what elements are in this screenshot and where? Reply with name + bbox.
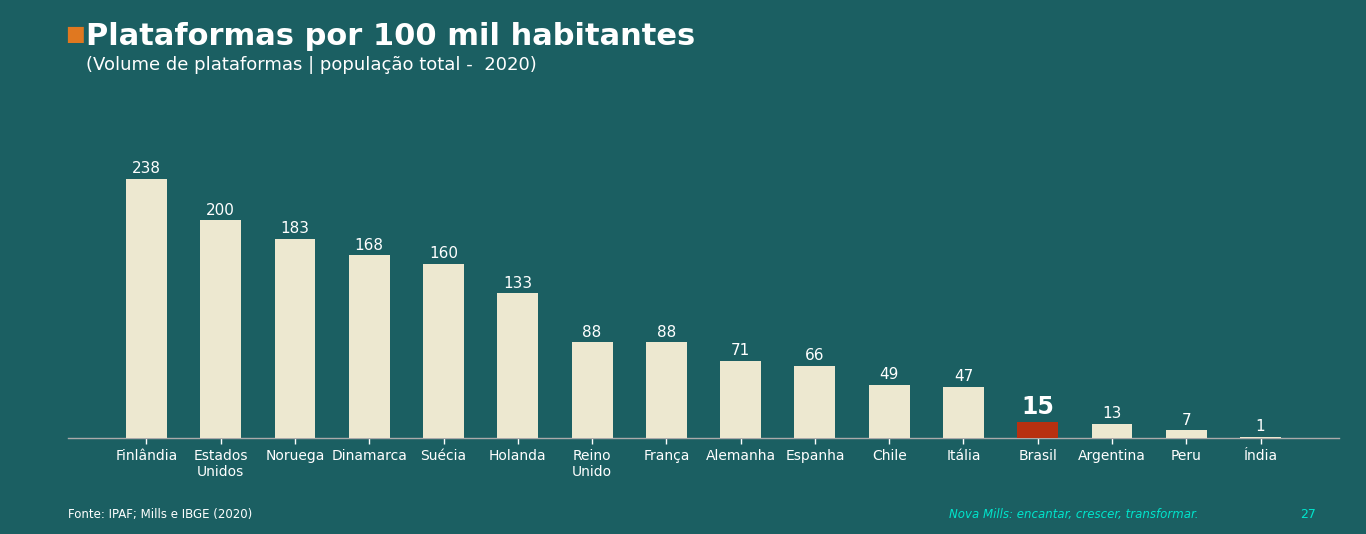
Text: 88: 88 (582, 325, 601, 340)
Bar (348, 255, 389, 438)
Bar (943, 387, 984, 438)
Bar (571, 342, 612, 438)
Text: 160: 160 (429, 246, 458, 261)
Text: 7: 7 (1182, 413, 1191, 428)
Bar (869, 384, 910, 438)
Bar (646, 342, 687, 438)
Text: 200: 200 (206, 203, 235, 218)
Text: 13: 13 (1102, 406, 1121, 421)
Bar (126, 179, 167, 438)
Text: 27: 27 (1300, 508, 1317, 521)
Text: 133: 133 (503, 276, 533, 290)
Bar (1091, 424, 1132, 438)
Bar (423, 264, 464, 438)
Text: 15: 15 (1022, 395, 1055, 419)
Bar (1018, 421, 1059, 438)
Bar (275, 239, 316, 438)
Text: 183: 183 (280, 221, 310, 236)
Text: 49: 49 (880, 367, 899, 382)
Text: 66: 66 (805, 348, 825, 364)
Text: 88: 88 (657, 325, 676, 340)
Text: 71: 71 (731, 343, 750, 358)
Text: 47: 47 (953, 369, 973, 384)
Text: 238: 238 (133, 161, 161, 176)
Bar (1165, 430, 1206, 438)
Text: ■: ■ (66, 24, 85, 44)
Text: Nova Mills: encantar, crescer, transformar.: Nova Mills: encantar, crescer, transform… (949, 508, 1199, 521)
Bar (720, 360, 761, 438)
Text: Fonte: IPAF; Mills e IBGE (2020): Fonte: IPAF; Mills e IBGE (2020) (68, 508, 253, 521)
Bar (795, 366, 836, 438)
Bar (201, 221, 242, 438)
Bar (497, 293, 538, 438)
Text: 168: 168 (355, 238, 384, 253)
Text: 1: 1 (1255, 419, 1265, 434)
Text: Plataformas por 100 mil habitantes: Plataformas por 100 mil habitantes (86, 22, 695, 51)
Bar (1240, 437, 1281, 438)
Text: (Volume de plataformas | população total -  2020): (Volume de plataformas | população total… (86, 56, 537, 74)
